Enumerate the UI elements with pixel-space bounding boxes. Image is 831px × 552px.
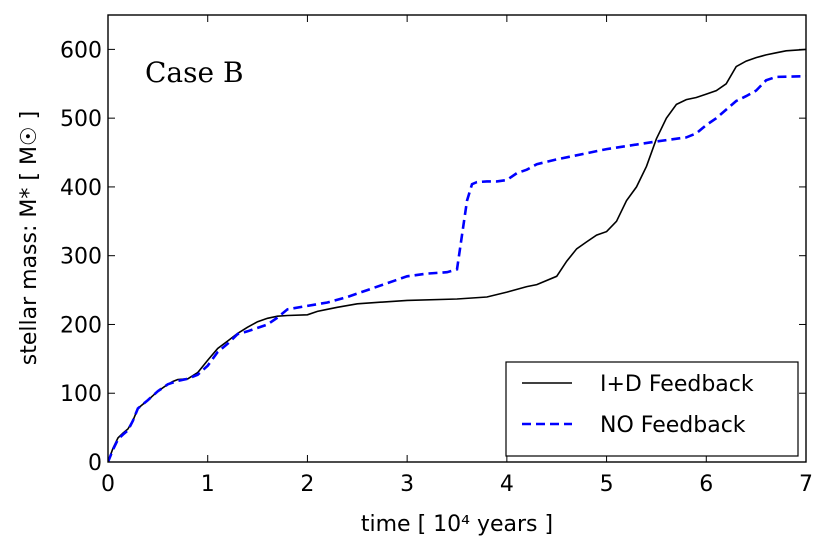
x-tick-label: 0 (101, 472, 115, 497)
x-tick-label: 4 (500, 472, 514, 497)
y-tick-label: 100 (60, 382, 102, 407)
x-tick-label: 2 (300, 472, 314, 497)
x-tick-label: 6 (699, 472, 713, 497)
legend: I+D Feedback NO Feedback (506, 362, 798, 456)
legend-label-i-d-feedback: I+D Feedback (600, 372, 754, 397)
line-chart: 0 1 2 3 4 5 6 7 0 100 200 300 400 500 600 Case B time… (0, 0, 831, 552)
y-tick-labels: 0 100 200 300 400 500 600 (60, 38, 102, 476)
y-tick-label: 300 (60, 245, 102, 270)
y-tick-label: 200 (60, 313, 102, 338)
y-tick-label: 600 (60, 38, 102, 63)
x-tick-label: 5 (600, 472, 614, 497)
x-tick-label: 7 (799, 472, 813, 497)
y-tick-label: 400 (60, 176, 102, 201)
legend-label-no-feedback: NO Feedback (600, 413, 746, 438)
x-axis-label: time [ 10⁴ years ] (361, 512, 553, 537)
y-tick-label: 500 (60, 107, 102, 132)
x-tick-labels: 0 1 2 3 4 5 6 7 (101, 472, 813, 497)
case-annotation: Case B (145, 56, 244, 89)
x-tick-label: 3 (400, 472, 414, 497)
x-tick-label: 1 (201, 472, 215, 497)
y-tick-label: 0 (88, 451, 102, 476)
y-axis-label: stellar mass: M* [ M☉ ] (17, 111, 42, 365)
